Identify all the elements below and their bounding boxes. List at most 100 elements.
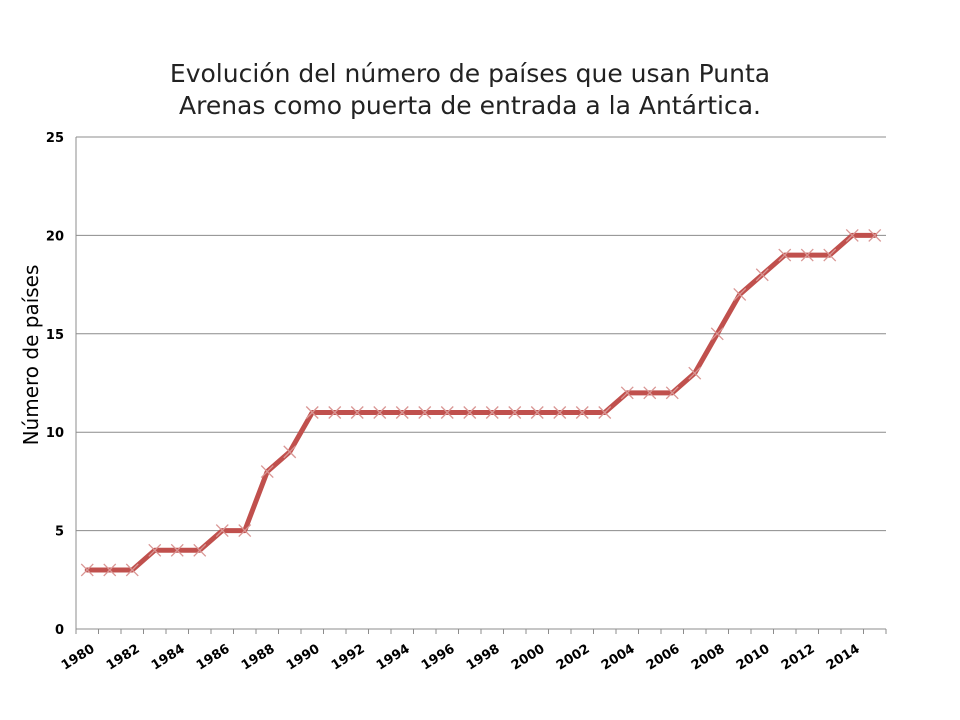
x-tick-label: 1988 (239, 642, 278, 674)
chart-title-line-1: Evolución del número de países que usan … (169, 59, 771, 88)
data-point-mark (530, 406, 544, 419)
data-point (530, 406, 544, 419)
data-point-mark (103, 563, 117, 577)
y-axis-label: Número de países (19, 265, 43, 446)
y-tick-label: 5 (55, 525, 64, 540)
data-point-mark (305, 406, 319, 419)
data-point (238, 524, 252, 538)
data-point (328, 406, 342, 419)
y-tick-label: 10 (46, 426, 64, 441)
data-point (643, 386, 657, 400)
x-tick-label: 2004 (599, 642, 638, 674)
data-point (485, 406, 499, 419)
data-point (778, 248, 792, 262)
data-point (733, 287, 747, 301)
chart-title: Evolución del número de países que usan … (120, 58, 820, 122)
data-point (260, 465, 274, 479)
x-tick-label: 1994 (374, 642, 413, 674)
data-point-mark (845, 228, 859, 242)
data-point (463, 406, 477, 419)
data-point-mark (418, 406, 432, 419)
data-point-mark (665, 386, 679, 400)
data-point (845, 228, 859, 242)
x-tick-label: 1992 (329, 642, 368, 674)
data-point-mark (778, 248, 792, 262)
data-point-mark (80, 563, 94, 577)
data-point-mark (395, 406, 409, 419)
data-point (665, 386, 679, 400)
data-point-mark (215, 524, 229, 538)
data-point-mark (508, 406, 522, 419)
x-tick-label: 1986 (194, 642, 233, 674)
data-point (148, 543, 162, 557)
data-point (620, 386, 634, 400)
data-point (575, 406, 589, 419)
data-point (305, 406, 319, 419)
axes (75, 137, 887, 634)
data-point-mark (260, 465, 274, 479)
data-point-mark (800, 248, 814, 262)
series-line (84, 232, 878, 573)
data-point (710, 327, 724, 341)
data-point-mark (598, 406, 612, 419)
data-point-mark (328, 406, 342, 419)
data-point (350, 406, 364, 419)
data-point (283, 445, 297, 459)
x-tick-label: 1980 (59, 642, 98, 674)
data-point (868, 228, 882, 242)
data-point (440, 406, 454, 419)
data-point-mark (553, 406, 567, 419)
chart-title-line-2: Arenas como puerta de entrada a la Antár… (179, 91, 761, 120)
data-point-mark (643, 386, 657, 400)
x-tick-labels: 1980 1982 1984 1986 1988 1990 1992 1994 1996 1998… (59, 642, 863, 674)
x-tick-label: 1990 (284, 642, 323, 674)
data-point-mark (575, 406, 589, 419)
data-point (373, 406, 387, 419)
gridlines (76, 136, 886, 532)
data-point-mark (755, 268, 769, 282)
x-tick-label: 2014 (824, 642, 863, 674)
data-point-mark (373, 406, 387, 419)
x-tick-label: 2010 (734, 642, 773, 674)
data-point-mark (148, 543, 162, 557)
data-point (755, 268, 769, 282)
data-point (395, 406, 409, 419)
x-tick-label: 1996 (419, 642, 458, 674)
data-point (598, 406, 612, 419)
data-point-mark (485, 406, 499, 419)
data-point-mark (125, 563, 139, 577)
data-point-mark (823, 248, 837, 262)
x-tick-label: 2006 (644, 642, 683, 674)
y-tick-label: 20 (46, 229, 64, 244)
x-tick-label: 1982 (104, 642, 143, 674)
data-point (508, 406, 522, 419)
y-tick-label: 15 (46, 328, 64, 343)
data-point-mark (733, 287, 747, 301)
data-point (553, 406, 567, 419)
data-point-mark (238, 524, 252, 538)
x-tick-label: 1984 (149, 642, 188, 674)
data-point-mark (688, 366, 702, 380)
data-point-mark (463, 406, 477, 419)
data-point-mark (868, 228, 882, 242)
data-point-mark (440, 406, 454, 419)
x-tick-label: 2002 (554, 642, 593, 674)
y-tick-label: 0 (55, 623, 64, 638)
x-tick-label: 2012 (779, 642, 818, 674)
x-tick-label: 2000 (509, 642, 548, 674)
data-point (823, 248, 837, 262)
data-point (215, 524, 229, 538)
data-point-mark (350, 406, 364, 419)
y-tick-label: 25 (46, 131, 64, 146)
data-point-mark (710, 327, 724, 341)
data-point-mark (620, 386, 634, 400)
data-point (80, 563, 94, 577)
data-point-mark (170, 543, 184, 557)
data-point-mark (193, 543, 207, 557)
data-point (170, 543, 184, 557)
y-tick-labels: 0 5 10 15 20 25 (46, 131, 64, 638)
data-point (103, 563, 117, 577)
series-countries (80, 228, 882, 577)
data-point (688, 366, 702, 380)
